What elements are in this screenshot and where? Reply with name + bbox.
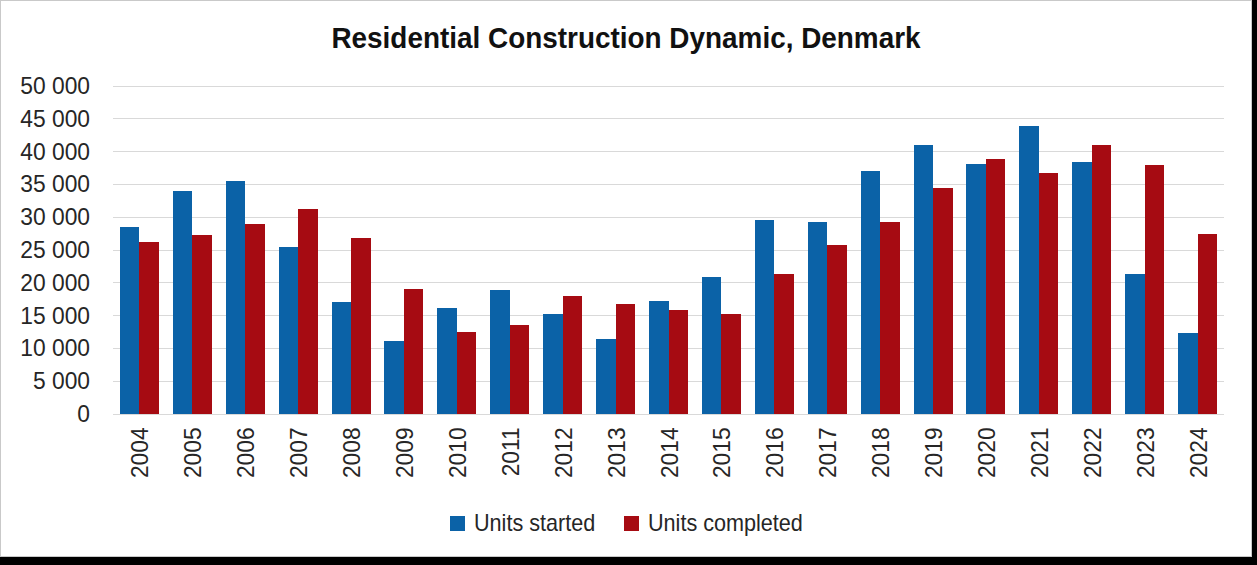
bar-units-started-2016	[755, 220, 775, 414]
bar-units-started-2010	[437, 308, 457, 414]
x-axis-tick-label: 2021	[1026, 427, 1054, 478]
x-axis-tick-label: 2023	[1132, 427, 1160, 478]
bar-units-completed-2019	[933, 188, 953, 414]
x-axis-tick-label: 2013	[603, 427, 631, 478]
legend-label: Units started	[474, 509, 595, 537]
bar-units-completed-2016	[774, 274, 794, 414]
bar-units-started-2014	[649, 301, 669, 414]
gridline	[113, 118, 1224, 119]
y-axis-tick-label: 35 000	[5, 171, 90, 197]
bar-units-started-2015	[702, 277, 722, 414]
chart-frame: Residential Construction Dynamic, Denmar…	[0, 0, 1257, 565]
bar-units-started-2019	[914, 145, 934, 414]
bar-units-started-2009	[384, 341, 404, 414]
x-axis-tick-label: 2015	[708, 427, 736, 478]
bar-units-started-2004	[120, 227, 140, 414]
bar-units-started-2007	[279, 247, 299, 414]
bar-units-started-2008	[332, 302, 352, 414]
bar-units-completed-2018	[880, 222, 900, 414]
bar-units-started-2018	[861, 171, 881, 414]
legend-item-units-started: Units started	[450, 509, 595, 537]
bar-units-started-2012	[543, 314, 563, 414]
y-axis-tick-label: 45 000	[5, 106, 90, 132]
bar-units-completed-2015	[721, 314, 741, 414]
gridline	[113, 86, 1224, 87]
bar-units-completed-2008	[351, 238, 371, 414]
bar-units-completed-2014	[669, 310, 689, 414]
bar-units-started-2013	[596, 339, 616, 414]
bar-units-completed-2005	[192, 235, 212, 414]
x-axis-tick-label: 2014	[656, 427, 684, 478]
bar-units-completed-2024	[1198, 234, 1218, 414]
x-axis-tick-label: 2020	[973, 427, 1001, 478]
bar-units-started-2005	[173, 191, 193, 414]
legend-swatch-icon	[450, 516, 465, 531]
bar-units-completed-2022	[1092, 145, 1112, 414]
x-axis-tick-label: 2016	[761, 427, 789, 478]
y-axis-tick-label: 5 000	[5, 368, 90, 394]
bar-units-completed-2004	[139, 242, 159, 414]
bar-units-completed-2009	[404, 289, 424, 414]
bar-units-started-2023	[1125, 274, 1145, 414]
bar-units-started-2022	[1072, 162, 1092, 414]
x-axis-tick-label: 2011	[497, 427, 525, 476]
y-axis-tick-label: 10 000	[5, 335, 90, 361]
bar-units-completed-2017	[827, 245, 847, 414]
x-axis-tick-label: 2017	[814, 427, 842, 478]
legend-swatch-icon	[624, 516, 639, 531]
x-axis-tick-label: 2004	[126, 427, 154, 478]
bar-units-completed-2023	[1145, 165, 1165, 414]
bar-units-started-2017	[808, 222, 828, 414]
x-axis-tick-label: 2006	[232, 427, 260, 478]
bar-units-started-2024	[1178, 333, 1198, 414]
bar-units-completed-2010	[457, 332, 477, 414]
bar-units-started-2020	[966, 164, 986, 414]
x-axis-tick-label: 2024	[1185, 427, 1213, 478]
x-axis-tick-label: 2022	[1079, 427, 1107, 478]
x-axis-tick-label: 2019	[920, 427, 948, 478]
x-axis-tick-label: 2010	[444, 427, 472, 478]
bar-units-completed-2020	[986, 159, 1006, 414]
x-axis-tick-label: 2005	[179, 427, 207, 478]
gridline	[113, 151, 1224, 152]
y-axis-tick-label: 0	[5, 401, 90, 427]
bar-units-completed-2012	[563, 296, 583, 414]
bar-units-started-2021	[1019, 126, 1039, 414]
bar-units-started-2006	[226, 181, 246, 414]
x-axis-tick-label: 2007	[285, 427, 313, 478]
bar-units-completed-2021	[1039, 173, 1059, 414]
x-axis-tick-label: 2009	[391, 427, 419, 478]
bar-units-started-2011	[490, 290, 510, 414]
legend-item-units-completed: Units completed	[624, 509, 806, 537]
y-axis-tick-label: 20 000	[5, 270, 90, 296]
legend: Units started Units completed	[3, 509, 1253, 537]
y-axis-tick-label: 30 000	[5, 204, 90, 230]
bar-units-completed-2006	[245, 224, 265, 414]
bar-units-completed-2007	[298, 209, 318, 414]
bar-units-completed-2011	[510, 325, 530, 414]
y-axis-tick-label: 50 000	[5, 73, 90, 99]
y-axis-tick-label: 25 000	[5, 237, 90, 263]
chart-canvas: Residential Construction Dynamic, Denmar…	[0, 0, 1252, 557]
y-axis-tick-label: 15 000	[5, 303, 90, 329]
x-axis-tick-label: 2018	[867, 427, 895, 478]
chart-title: Residential Construction Dynamic, Denmar…	[45, 21, 1208, 55]
x-axis-tick-label: 2012	[550, 427, 578, 478]
y-axis-tick-label: 40 000	[5, 139, 90, 165]
legend-label: Units completed	[648, 509, 803, 537]
x-axis-tick-label: 2008	[338, 427, 366, 478]
bar-units-completed-2013	[616, 304, 636, 414]
